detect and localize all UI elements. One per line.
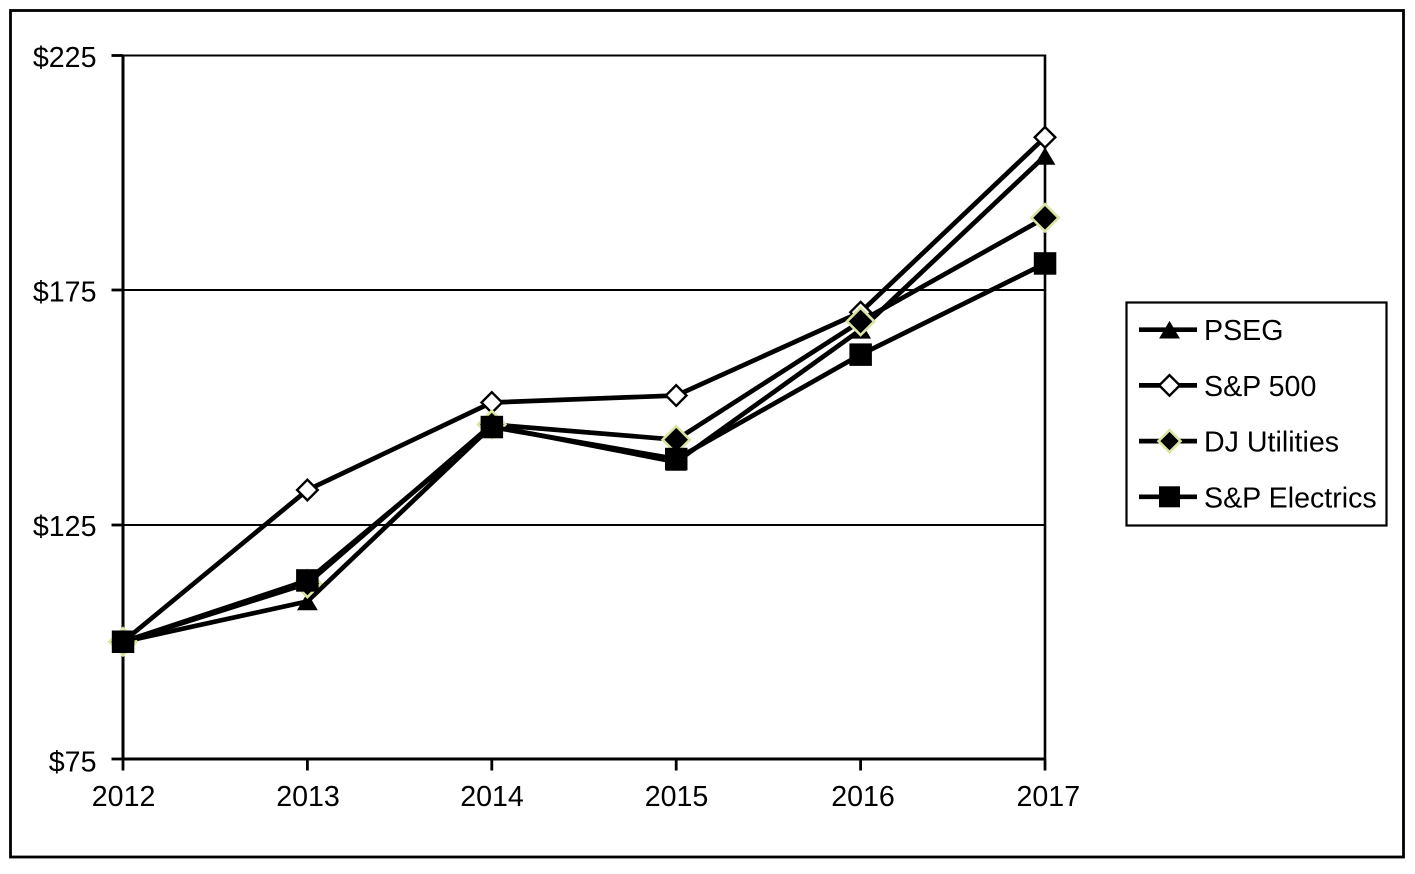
- svg-text:S&P Electrics: S&P Electrics: [1204, 482, 1377, 514]
- svg-text:2012: 2012: [92, 781, 156, 813]
- svg-text:DJ Utilities: DJ Utilities: [1204, 427, 1339, 459]
- svg-text:$225: $225: [33, 42, 97, 74]
- svg-text:PSEG: PSEG: [1204, 315, 1283, 347]
- svg-text:$75: $75: [49, 747, 97, 779]
- svg-text:2016: 2016: [831, 781, 895, 813]
- svg-text:2017: 2017: [1016, 781, 1080, 813]
- svg-text:2014: 2014: [460, 781, 524, 813]
- svg-text:$175: $175: [33, 277, 97, 309]
- svg-text:2013: 2013: [276, 781, 340, 813]
- svg-text:2015: 2015: [645, 781, 709, 813]
- svg-text:$125: $125: [33, 511, 97, 543]
- svg-text:S&P 500: S&P 500: [1204, 371, 1316, 403]
